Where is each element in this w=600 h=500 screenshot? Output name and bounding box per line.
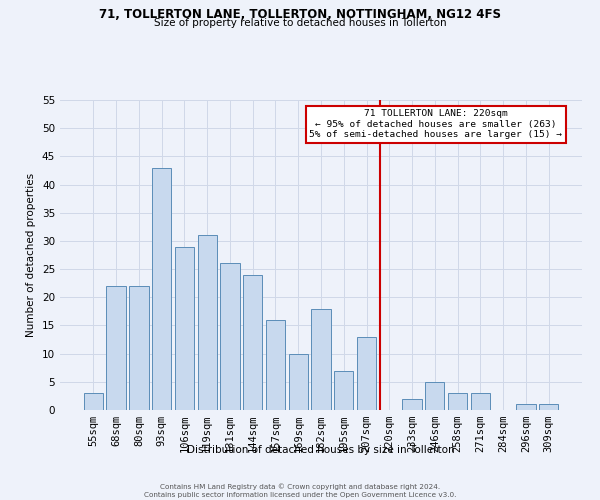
Text: 71, TOLLERTON LANE, TOLLERTON, NOTTINGHAM, NG12 4FS: 71, TOLLERTON LANE, TOLLERTON, NOTTINGHA…	[99, 8, 501, 20]
Bar	[425, 382, 445, 410]
Bar	[175, 246, 194, 410]
Text: Distribution of detached houses by size in Tollerton: Distribution of detached houses by size …	[187, 445, 455, 455]
Bar	[106, 286, 126, 410]
Bar	[129, 286, 149, 410]
Bar	[539, 404, 558, 410]
Bar	[311, 308, 331, 410]
Bar	[220, 264, 239, 410]
Bar	[470, 393, 490, 410]
Y-axis label: Number of detached properties: Number of detached properties	[26, 173, 37, 337]
Bar	[243, 274, 262, 410]
Bar	[197, 236, 217, 410]
Bar	[266, 320, 285, 410]
Bar	[516, 404, 536, 410]
Text: Size of property relative to detached houses in Tollerton: Size of property relative to detached ho…	[154, 18, 446, 28]
Bar	[84, 393, 103, 410]
Bar	[448, 393, 467, 410]
Bar	[357, 336, 376, 410]
Bar	[334, 370, 353, 410]
Bar	[289, 354, 308, 410]
Text: Contains HM Land Registry data © Crown copyright and database right 2024.
Contai: Contains HM Land Registry data © Crown c…	[144, 484, 456, 498]
Text: 71 TOLLERTON LANE: 220sqm
← 95% of detached houses are smaller (263)
5% of semi-: 71 TOLLERTON LANE: 220sqm ← 95% of detac…	[310, 110, 562, 139]
Bar	[403, 398, 422, 410]
Bar	[152, 168, 172, 410]
